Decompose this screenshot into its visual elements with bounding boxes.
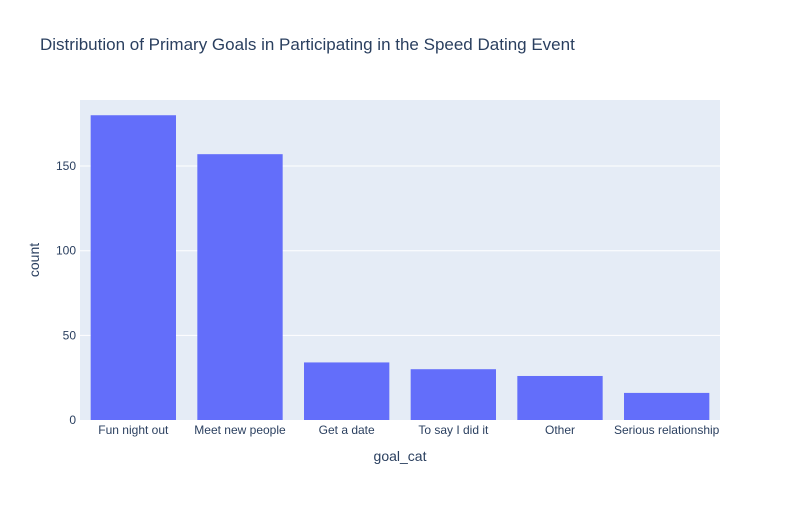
bar-to-say-i-did-it[interactable] xyxy=(410,369,496,420)
bars xyxy=(90,115,710,420)
x-tick-labels: Fun night out Meet new people Get a date To… xyxy=(98,423,719,437)
plot-area xyxy=(80,100,720,420)
y-tick-label: 100 xyxy=(56,244,76,258)
x-tick-label: Meet new people xyxy=(194,423,286,437)
chart-title: Distribution of Primary Goals in Partici… xyxy=(40,35,575,54)
bar-other[interactable] xyxy=(517,375,603,420)
x-tick-label: Fun night out xyxy=(98,423,169,437)
x-tick-label: Get a date xyxy=(319,423,375,437)
bar-serious-relationship[interactable] xyxy=(624,392,710,420)
bar-get-a-date[interactable] xyxy=(304,362,390,420)
bar-meet-new-people[interactable] xyxy=(197,154,283,420)
x-tick-label: Other xyxy=(545,423,575,437)
y-axis-title: count xyxy=(26,243,42,277)
x-tick-label: Serious relationship xyxy=(614,423,720,437)
bar-fun-night-out[interactable] xyxy=(90,115,176,420)
y-tick-labels: 0 50 100 150 xyxy=(56,159,76,427)
y-tick-label: 0 xyxy=(69,413,76,427)
gridlines xyxy=(80,165,720,336)
x-tick-label: To say I did it xyxy=(418,423,489,437)
y-tick-label: 50 xyxy=(63,328,77,342)
x-axis-title: goal_cat xyxy=(374,448,427,464)
y-tick-label: 150 xyxy=(56,159,76,173)
